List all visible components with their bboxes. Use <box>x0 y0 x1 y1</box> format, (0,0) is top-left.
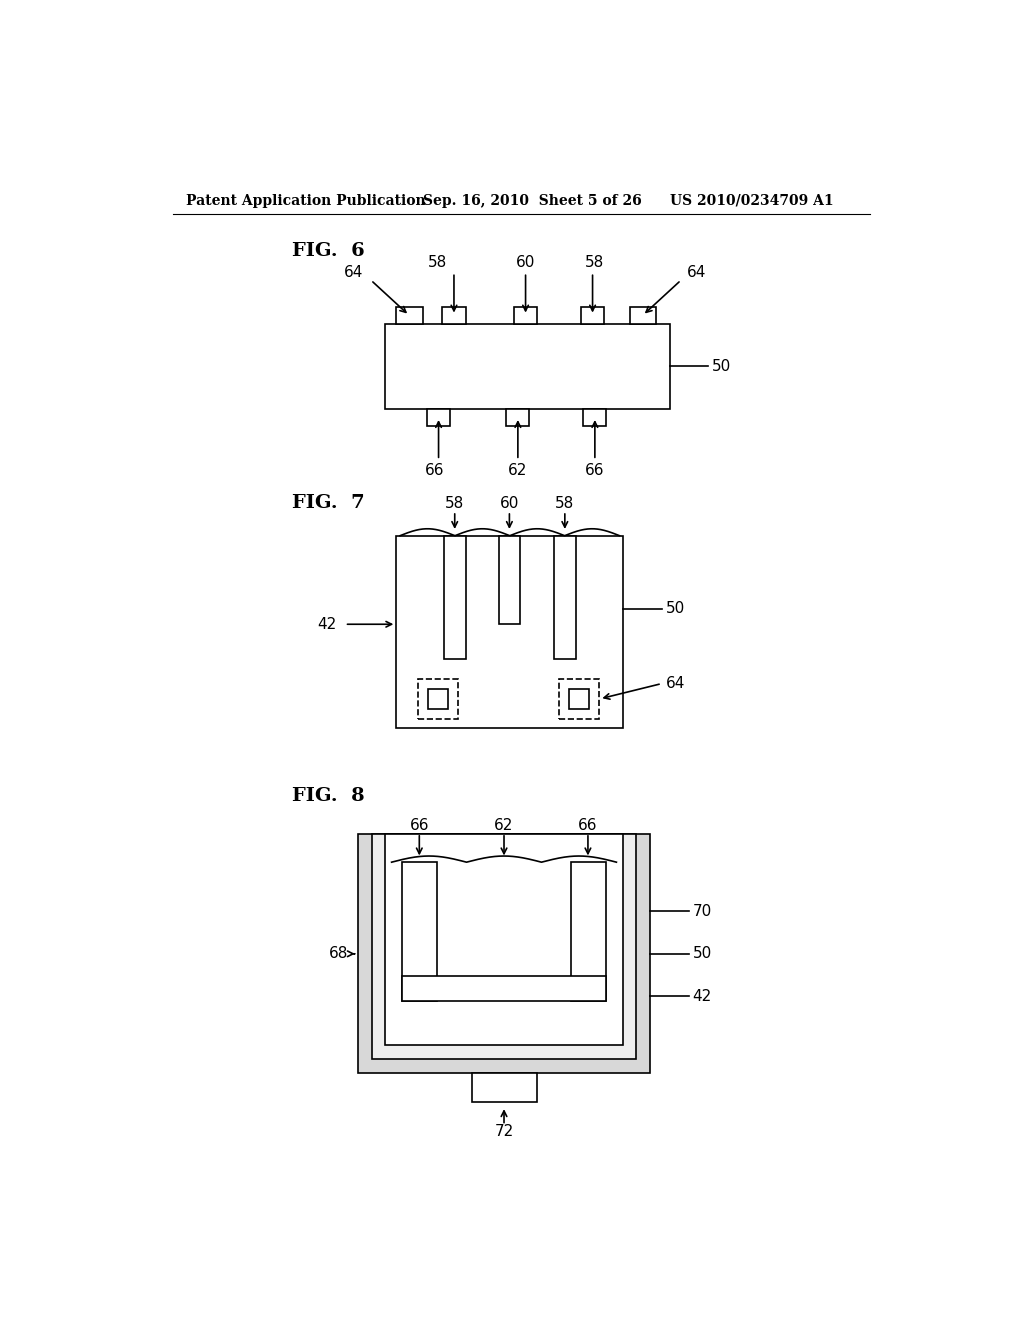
Bar <box>385 834 623 1045</box>
Text: 62: 62 <box>508 463 527 478</box>
Bar <box>402 862 437 1001</box>
Bar <box>571 862 605 1001</box>
Bar <box>427 409 451 425</box>
Text: 64: 64 <box>686 265 706 280</box>
Bar <box>569 689 590 709</box>
Bar <box>472 1073 538 1102</box>
Bar <box>442 308 466 323</box>
Text: 66: 66 <box>410 817 429 833</box>
Text: US 2010/0234709 A1: US 2010/0234709 A1 <box>670 194 834 207</box>
Text: FIG.  6: FIG. 6 <box>292 242 365 260</box>
Text: 42: 42 <box>317 616 337 632</box>
Text: 70: 70 <box>692 904 712 919</box>
Text: 50: 50 <box>712 359 731 374</box>
Bar <box>418 678 458 719</box>
Bar <box>581 308 604 323</box>
Text: 66: 66 <box>425 463 444 478</box>
Text: 58: 58 <box>427 255 446 269</box>
Bar <box>584 409 606 425</box>
Text: 66: 66 <box>579 817 598 833</box>
Text: Sep. 16, 2010  Sheet 5 of 26: Sep. 16, 2010 Sheet 5 of 26 <box>423 194 642 207</box>
Bar <box>554 536 575 659</box>
Bar <box>396 536 624 729</box>
Text: 66: 66 <box>585 463 604 478</box>
Text: 50: 50 <box>666 602 685 616</box>
Text: 64: 64 <box>666 676 685 692</box>
Text: 58: 58 <box>445 496 464 511</box>
Bar <box>372 834 637 1059</box>
Bar <box>499 536 520 624</box>
Text: 64: 64 <box>344 265 364 280</box>
Bar <box>402 977 605 1001</box>
Bar <box>630 308 656 323</box>
Text: FIG.  8: FIG. 8 <box>292 787 365 805</box>
Text: 72: 72 <box>495 1125 514 1139</box>
Text: Patent Application Publication: Patent Application Publication <box>186 194 426 207</box>
Text: 58: 58 <box>555 496 574 511</box>
Bar <box>385 323 670 409</box>
Bar <box>396 308 423 323</box>
Text: 42: 42 <box>692 989 712 1003</box>
Bar <box>357 834 650 1073</box>
Text: 50: 50 <box>692 946 712 961</box>
Text: 60: 60 <box>500 496 519 511</box>
Bar <box>514 308 538 323</box>
Bar <box>444 536 466 659</box>
Text: 58: 58 <box>586 255 604 269</box>
Bar <box>559 678 599 719</box>
Bar <box>428 689 447 709</box>
Text: 60: 60 <box>516 255 536 269</box>
Text: FIG.  7: FIG. 7 <box>292 495 365 512</box>
Bar <box>506 409 529 425</box>
Text: 68: 68 <box>329 946 348 961</box>
Text: 62: 62 <box>495 817 514 833</box>
